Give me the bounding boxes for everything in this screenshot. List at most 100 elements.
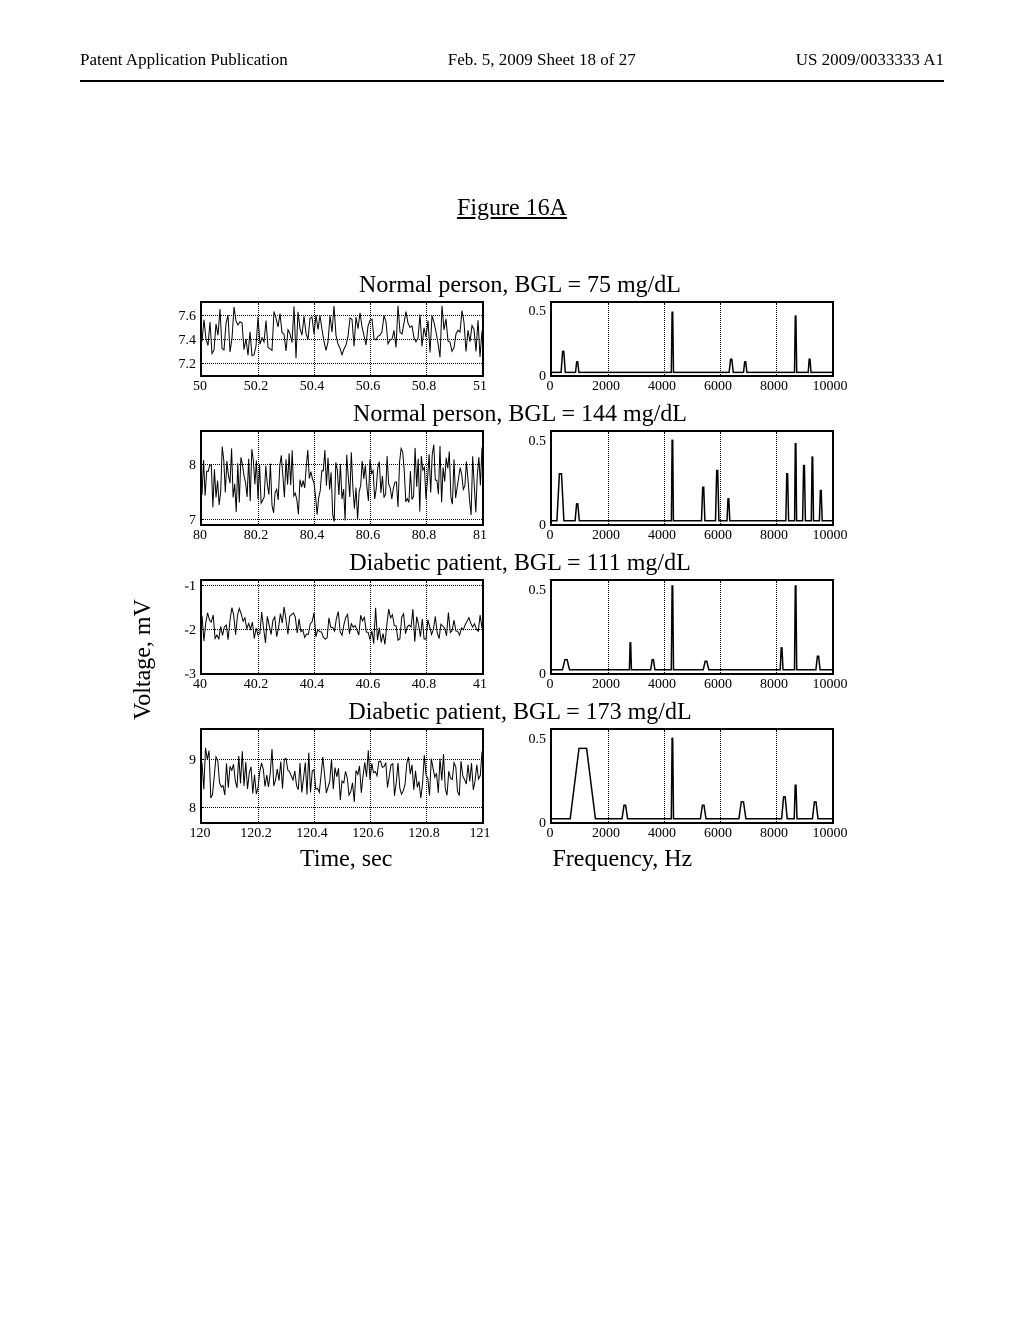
time-subplot: 89120120.2120.4120.6120.8121 xyxy=(200,728,480,824)
xtick-label: 4000 xyxy=(648,528,676,544)
ytick-label: 7.4 xyxy=(179,333,197,349)
ytick-label: 7.2 xyxy=(179,357,197,373)
xtick-label: 0 xyxy=(547,379,554,395)
plot-box xyxy=(200,728,484,824)
plot-box xyxy=(200,430,484,526)
xtick-label: 121 xyxy=(470,826,491,842)
xtick-label: 8000 xyxy=(760,677,788,693)
panel-row: 7.27.47.65050.250.450.650.851 00.50200040… xyxy=(150,301,890,377)
xtick-label: 80.8 xyxy=(412,528,437,544)
xtick-label: 4000 xyxy=(648,379,676,395)
xtick-label: 41 xyxy=(473,677,487,693)
xtick-label: 0 xyxy=(547,677,554,693)
xtick-label: 50.8 xyxy=(412,379,437,395)
ytick-label: 0 xyxy=(539,518,546,534)
time-subplot: 788080.280.480.680.881 xyxy=(200,430,480,526)
figure-area: Normal person, BGL = 75 mg/dL7.27.47.650… xyxy=(150,270,890,873)
ytick-label: 0.5 xyxy=(529,583,547,599)
header-left: Patent Application Publication xyxy=(80,50,288,70)
page-header: Patent Application Publication Feb. 5, 2… xyxy=(80,50,944,70)
xtick-label: 6000 xyxy=(704,826,732,842)
plot-box xyxy=(550,728,834,824)
ytick-label: 0.5 xyxy=(529,732,547,748)
panel-title: Normal person, BGL = 75 mg/dL xyxy=(150,272,890,299)
header-center: Feb. 5, 2009 Sheet 18 of 27 xyxy=(448,50,636,70)
xtick-label: 10000 xyxy=(813,677,848,693)
panel-title: Normal person, BGL = 144 mg/dL xyxy=(150,401,890,428)
xtick-label: 120.2 xyxy=(240,826,272,842)
ytick-label: -2 xyxy=(184,623,196,639)
xtick-label: 50.4 xyxy=(300,379,325,395)
xtick-label: 40 xyxy=(193,677,207,693)
xtick-label: 120 xyxy=(190,826,211,842)
xtick-label: 10000 xyxy=(813,528,848,544)
xtick-label: 50.2 xyxy=(244,379,269,395)
panel-row: 788080.280.480.680.881 00.502000400060008… xyxy=(150,430,890,526)
xtick-label: 50.6 xyxy=(356,379,381,395)
xtick-label: 6000 xyxy=(704,528,732,544)
ytick-label: 9 xyxy=(189,753,196,769)
gridline xyxy=(202,673,482,674)
header-rule xyxy=(80,80,944,82)
panel-title: Diabetic patient, BGL = 173 mg/dL xyxy=(150,699,890,726)
x-axis-label-time: Time, sec xyxy=(300,846,392,873)
plot-box xyxy=(200,579,484,675)
freq-subplot: 00.50200040006000800010000 xyxy=(550,728,830,824)
xtick-label: 8000 xyxy=(760,528,788,544)
plot-box xyxy=(550,579,834,675)
xtick-label: 2000 xyxy=(592,379,620,395)
plot-box xyxy=(200,301,484,377)
xtick-label: 0 xyxy=(547,826,554,842)
xtick-label: 120.8 xyxy=(408,826,440,842)
xtick-label: 2000 xyxy=(592,677,620,693)
xtick-label: 0 xyxy=(547,528,554,544)
xtick-label: 120.4 xyxy=(296,826,328,842)
ytick-label: 7.6 xyxy=(179,309,197,325)
xtick-label: 4000 xyxy=(648,677,676,693)
xtick-label: 51 xyxy=(473,379,487,395)
xtick-label: 8000 xyxy=(760,826,788,842)
xtick-label: 6000 xyxy=(704,677,732,693)
time-subplot: -3-2-14040.240.440.640.841 xyxy=(200,579,480,675)
xtick-label: 50 xyxy=(193,379,207,395)
freq-subplot: 00.50200040006000800010000 xyxy=(550,430,830,526)
xtick-label: 80.2 xyxy=(244,528,269,544)
ytick-label: 7 xyxy=(189,513,196,529)
plot-box xyxy=(550,301,834,377)
xtick-label: 81 xyxy=(473,528,487,544)
ytick-label: -1 xyxy=(184,579,196,595)
freq-subplot: 00.50200040006000800010000 xyxy=(550,301,830,377)
xtick-label: 40.2 xyxy=(244,677,269,693)
xtick-label: 80 xyxy=(193,528,207,544)
ytick-label: 0 xyxy=(539,667,546,683)
xtick-label: 10000 xyxy=(813,379,848,395)
x-axis-label-freq: Frequency, Hz xyxy=(552,846,692,873)
xtick-label: 40.6 xyxy=(356,677,381,693)
panel-row: -3-2-14040.240.440.640.841 00.50200040006… xyxy=(150,579,890,675)
xtick-label: 2000 xyxy=(592,826,620,842)
ytick-label: 8 xyxy=(189,458,196,474)
xtick-label: 6000 xyxy=(704,379,732,395)
xtick-label: 10000 xyxy=(813,826,848,842)
ytick-label: 0 xyxy=(539,369,546,385)
plot-box xyxy=(550,430,834,526)
xtick-label: 40.8 xyxy=(412,677,437,693)
xtick-label: 40.4 xyxy=(300,677,325,693)
panel-title: Diabetic patient, BGL = 111 mg/dL xyxy=(150,550,890,577)
xtick-label: 2000 xyxy=(592,528,620,544)
y-axis-label: Voltage, mV xyxy=(130,599,157,720)
xtick-label: 80.6 xyxy=(356,528,381,544)
xtick-label: 4000 xyxy=(648,826,676,842)
time-subplot: 7.27.47.65050.250.450.650.851 xyxy=(200,301,480,377)
ytick-label: 8 xyxy=(189,801,196,817)
xtick-label: 120.6 xyxy=(352,826,384,842)
freq-subplot: 00.50200040006000800010000 xyxy=(550,579,830,675)
figure-title: Figure 16A xyxy=(0,195,1024,222)
ytick-label: 0.5 xyxy=(529,434,547,450)
header-right: US 2009/0033333 A1 xyxy=(796,50,944,70)
xtick-label: 8000 xyxy=(760,379,788,395)
xtick-label: 80.4 xyxy=(300,528,325,544)
ytick-label: 0.5 xyxy=(529,304,547,320)
panel-row: 89120120.2120.4120.6120.8121 00.502000400… xyxy=(150,728,890,824)
ytick-label: 0 xyxy=(539,816,546,832)
